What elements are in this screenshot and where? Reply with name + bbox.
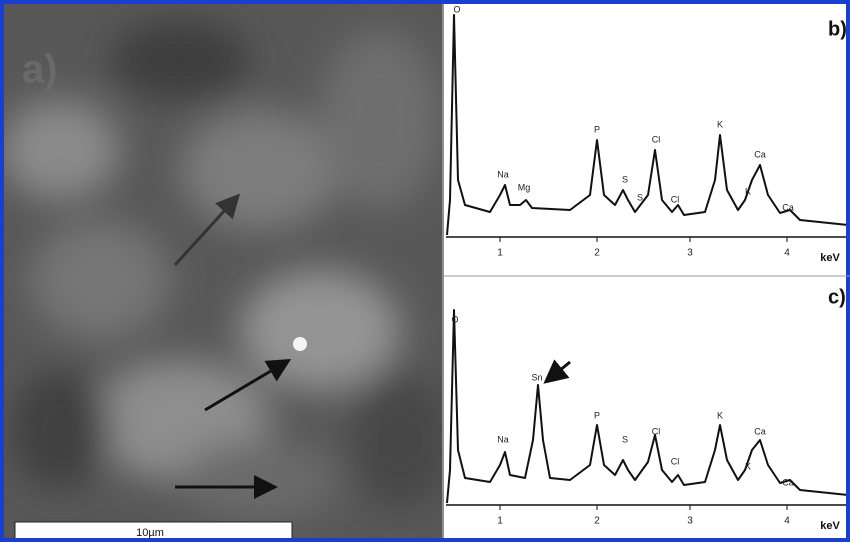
peak-label: O bbox=[453, 4, 460, 14]
panel-label: b) bbox=[828, 18, 847, 40]
panel-label: a) bbox=[22, 48, 58, 92]
peak-label: K bbox=[717, 410, 723, 420]
tick-label: 1 bbox=[497, 516, 503, 527]
peak-label: K bbox=[745, 461, 751, 471]
peak-label: O bbox=[451, 314, 458, 324]
tick-label: 2 bbox=[594, 248, 600, 259]
peak-label: Cl bbox=[671, 456, 680, 466]
peak-label: Ca bbox=[782, 202, 794, 212]
tick-label: 1 bbox=[497, 248, 503, 259]
scale-bar-label: 10µm bbox=[136, 527, 164, 539]
micrograph: 10µm a) bbox=[4, 4, 442, 539]
peak-label: P bbox=[594, 124, 600, 134]
peak-label: K bbox=[717, 119, 723, 129]
peak-label: Cl bbox=[652, 426, 661, 436]
peak-label: K bbox=[745, 186, 751, 196]
peak-label: Sn bbox=[531, 372, 542, 382]
peak-label: S bbox=[637, 192, 643, 202]
axis-unit: keV bbox=[820, 252, 840, 264]
peak-label: Ca bbox=[754, 426, 766, 436]
peak-label: Na bbox=[497, 434, 509, 444]
spectrum-b bbox=[446, 14, 850, 238]
tick-label: 3 bbox=[687, 516, 693, 527]
peak-label: Cl bbox=[652, 134, 661, 144]
peak-label: S bbox=[622, 434, 628, 444]
spectrum-c bbox=[446, 309, 850, 506]
tick-label: 4 bbox=[784, 248, 790, 259]
peak-label: S bbox=[622, 174, 628, 184]
axis-unit: keV bbox=[820, 520, 840, 532]
panel-label: c) bbox=[828, 286, 846, 308]
tick-label: 4 bbox=[784, 516, 790, 527]
peak-label: Na bbox=[497, 169, 509, 179]
peak-label: Cl bbox=[671, 194, 680, 204]
tick-label: 3 bbox=[687, 248, 693, 259]
peak-label: Ca bbox=[782, 477, 794, 487]
peak-label: Ca bbox=[754, 149, 766, 159]
peak-label: Mg bbox=[518, 182, 531, 192]
tick-label: 2 bbox=[594, 516, 600, 527]
peak-label: P bbox=[594, 410, 600, 420]
